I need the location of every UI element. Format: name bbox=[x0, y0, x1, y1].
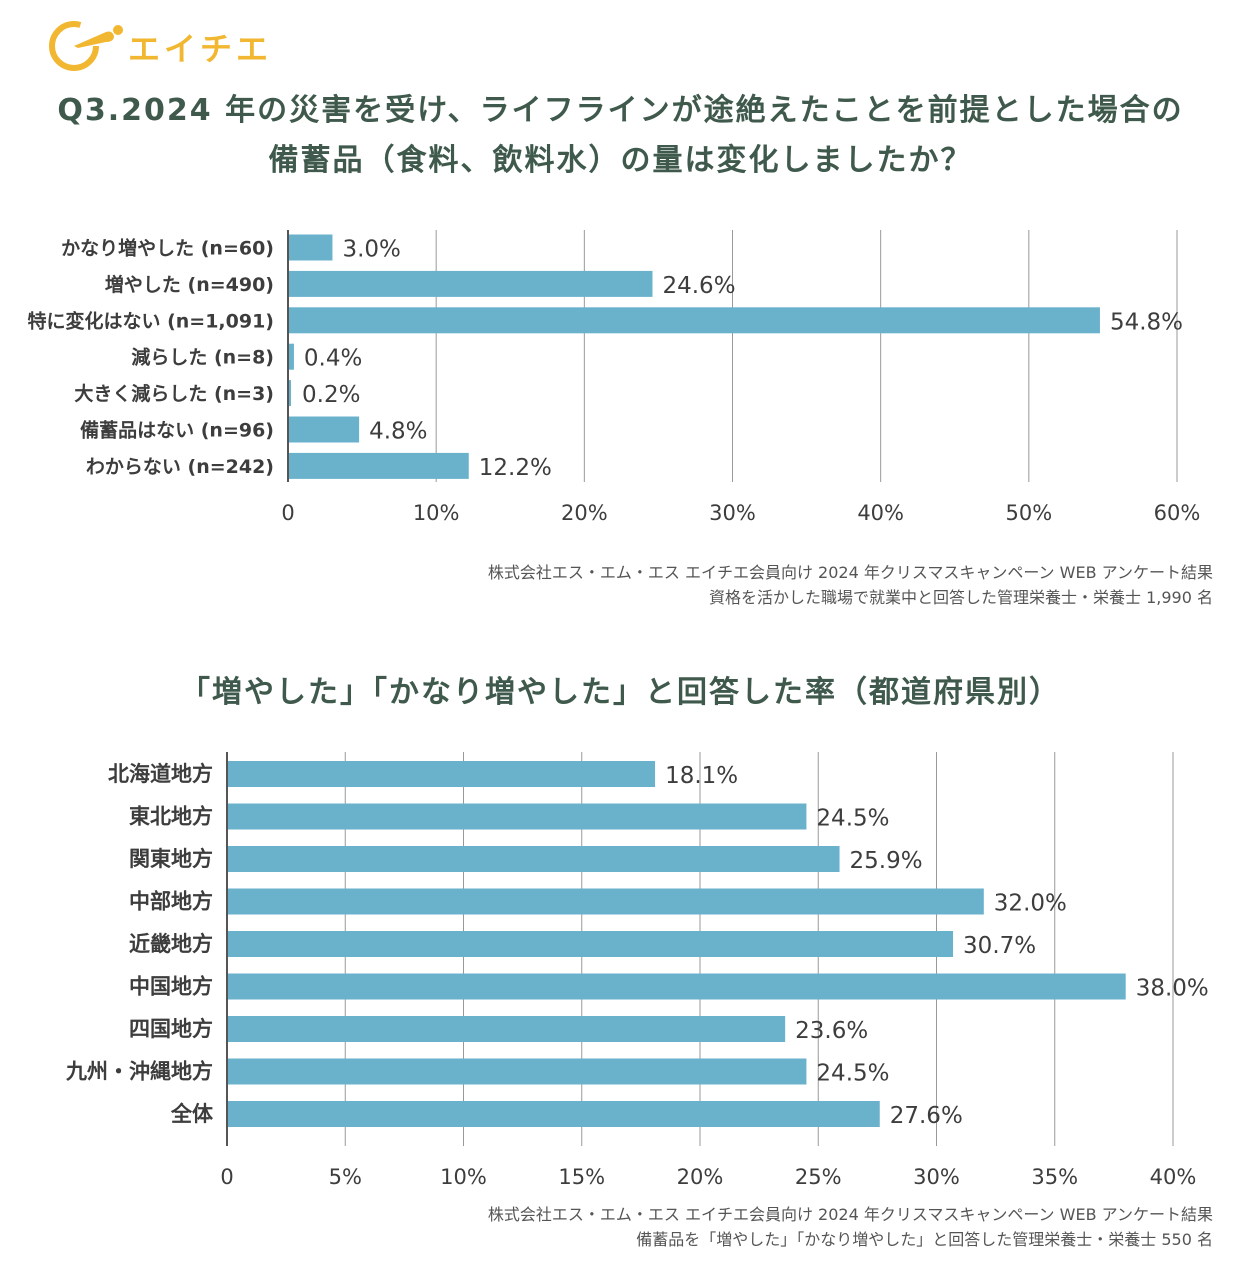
chart2: 0 5% 10% 15% 20% 25% 30% 35% 40% 北海道地方 18.1% 東北地方 24… bbox=[65, 752, 1209, 1189]
chart2-source-line2: 備蓄品を「増やした」「かなり増やした」と回答した管理栄養士・栄養士 550 名 bbox=[636, 1230, 1213, 1249]
bar bbox=[228, 761, 656, 787]
x-tick-label: 10% bbox=[440, 1165, 487, 1189]
logo-text: エイチエ bbox=[128, 30, 273, 68]
category-label: 中部地方 bbox=[129, 890, 213, 914]
bar bbox=[228, 931, 954, 957]
x-tick-label: 10% bbox=[413, 501, 460, 525]
chart2-title: 「増やした」「かなり増やした」と回答した率（都道府県別） bbox=[180, 675, 1061, 710]
data-label: 32.0% bbox=[994, 891, 1067, 917]
data-label: 18.1% bbox=[665, 763, 738, 789]
data-label: 4.8% bbox=[369, 419, 427, 445]
bar bbox=[289, 270, 653, 297]
bar bbox=[228, 973, 1126, 1000]
category-label: 備蓄品はない (n=96) bbox=[80, 419, 274, 442]
x-tick-label: 60% bbox=[1154, 501, 1201, 525]
data-label: 38.0% bbox=[1136, 976, 1209, 1002]
bar bbox=[289, 307, 1100, 334]
chart1-source: 株式会社エス・エム・エス エイチエ会員向け 2024 年クリスマスキャンペーン … bbox=[488, 560, 1213, 610]
data-label: 23.6% bbox=[795, 1018, 868, 1044]
category-label: 全体 bbox=[170, 1102, 214, 1126]
x-tick-label: 15% bbox=[558, 1165, 605, 1189]
category-label: 中国地方 bbox=[129, 975, 213, 999]
x-tick-label: 40% bbox=[857, 501, 904, 525]
category-label: 近畿地方 bbox=[129, 932, 213, 956]
x-tick-label: 20% bbox=[677, 1165, 724, 1189]
data-label: 3.0% bbox=[342, 237, 400, 263]
category-label: わからない (n=242) bbox=[86, 456, 274, 478]
data-label: 25.9% bbox=[850, 848, 923, 874]
x-tick-label: 5% bbox=[329, 1165, 362, 1189]
data-label: 24.5% bbox=[816, 1061, 889, 1087]
chart2-source-line1: 株式会社エス・エム・エス エイチエ会員向け 2024 年クリスマスキャンペーン … bbox=[487, 1205, 1213, 1224]
logo-circle-icon bbox=[49, 21, 99, 71]
chart1-source-line1: 株式会社エス・エム・エス エイチエ会員向け 2024 年クリスマスキャンペーン … bbox=[487, 563, 1213, 582]
category-label: 関東地方 bbox=[129, 847, 213, 871]
bar bbox=[289, 234, 333, 261]
chart1: 0 10% 20% 30% 40% 50% 60% かなり増やした (n=60) 3.0% 増やし… bbox=[27, 230, 1201, 525]
x-tick-label: 40% bbox=[1150, 1165, 1197, 1189]
x-tick-label: 25% bbox=[795, 1165, 842, 1189]
category-label: 東北地方 bbox=[129, 805, 213, 829]
logo-leaf-icon bbox=[74, 31, 114, 48]
category-label: 北海道地方 bbox=[108, 762, 213, 786]
x-tick-label: 30% bbox=[913, 1165, 960, 1189]
chart1-title-line2: 備蓄品（食料、飲料水）の量は変化しましたか？ bbox=[268, 143, 973, 178]
x-tick-label: 35% bbox=[1031, 1165, 1078, 1189]
data-label: 30.7% bbox=[963, 933, 1036, 959]
x-tick-label: 0 bbox=[281, 501, 294, 525]
category-label: 四国地方 bbox=[129, 1017, 213, 1041]
data-label: 0.2% bbox=[302, 382, 360, 408]
category-label: 減らした (n=8) bbox=[131, 346, 274, 369]
data-label: 24.5% bbox=[816, 806, 889, 832]
bar bbox=[289, 452, 469, 479]
logo bbox=[49, 21, 123, 71]
x-tick-label: 30% bbox=[709, 501, 756, 525]
bar bbox=[228, 846, 840, 872]
chart1-source-line2: 資格を活かした職場で就業中と回答した管理栄養士・栄養士 1,990 名 bbox=[709, 588, 1213, 607]
bar bbox=[289, 343, 294, 370]
bar bbox=[228, 1101, 880, 1127]
logo-dot-icon bbox=[113, 25, 123, 35]
x-tick-label: 0 bbox=[220, 1165, 233, 1189]
bar bbox=[228, 1016, 786, 1042]
bar bbox=[228, 888, 984, 915]
data-label: 0.4% bbox=[304, 346, 362, 372]
data-label: 12.2% bbox=[479, 455, 552, 481]
category-label: 増やした (n=490) bbox=[105, 273, 274, 296]
x-tick-label: 20% bbox=[561, 501, 608, 525]
category-label: 九州・沖縄地方 bbox=[65, 1060, 213, 1084]
bar bbox=[228, 1058, 807, 1085]
bar bbox=[228, 803, 807, 830]
category-label: 大きく減らした (n=3) bbox=[74, 382, 274, 405]
chart2-source: 株式会社エス・エム・エス エイチエ会員向け 2024 年クリスマスキャンペーン … bbox=[488, 1202, 1213, 1252]
data-label: 27.6% bbox=[890, 1103, 963, 1129]
data-label: 24.6% bbox=[662, 273, 735, 299]
bar bbox=[289, 416, 360, 443]
category-label: かなり増やした (n=60) bbox=[61, 237, 274, 260]
data-label: 54.8% bbox=[1110, 309, 1183, 335]
x-tick-label: 50% bbox=[1005, 501, 1052, 525]
category-label: 特に変化はない (n=1,091) bbox=[27, 309, 274, 332]
bar bbox=[289, 380, 291, 407]
chart1-title-line1: Q3.2024 年の災害を受け、ライフラインが途絶えたことを前提とした場合の bbox=[57, 93, 1184, 128]
